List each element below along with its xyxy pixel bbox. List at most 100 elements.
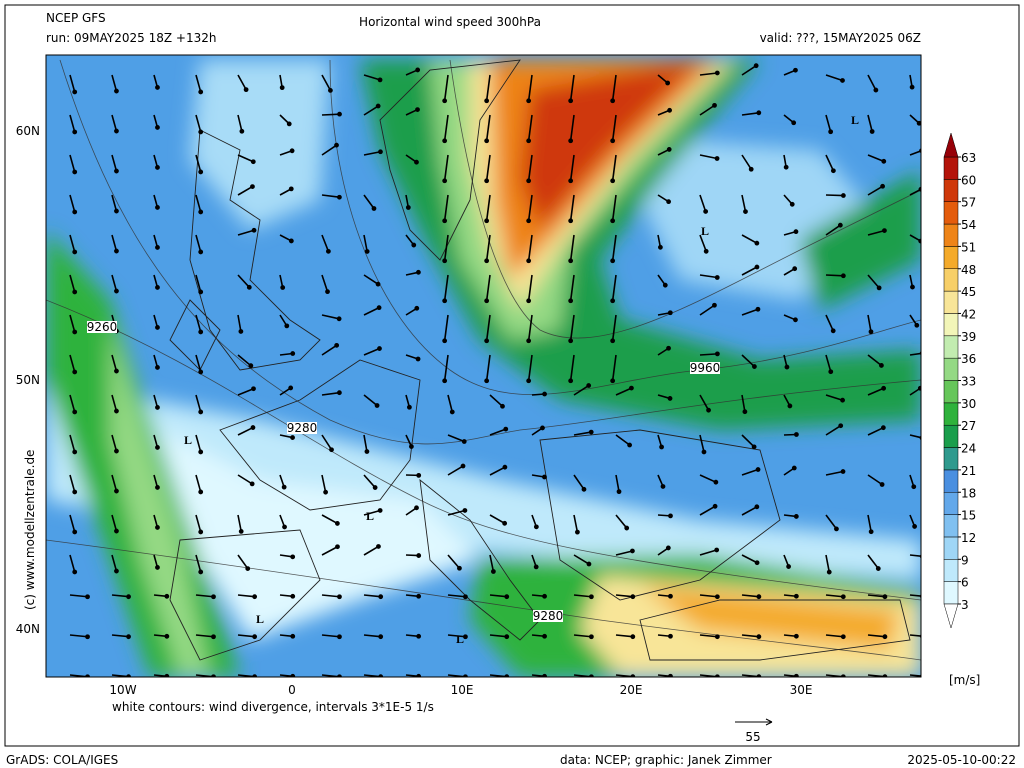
arrow-head [337, 194, 342, 200]
arrow-head [665, 545, 671, 551]
wind-arrow [867, 354, 882, 367]
wind-arrow [825, 634, 844, 638]
arrow-head [155, 405, 160, 410]
wind-arrow [527, 194, 533, 221]
wind-arrow [825, 554, 831, 573]
arrow-head [198, 369, 204, 375]
arrow-head [756, 594, 762, 600]
lon-label: 30E [790, 683, 813, 697]
arrow-head [405, 205, 411, 210]
arrow-head [917, 385, 921, 391]
arrow-head [756, 634, 762, 640]
arrow-head [754, 560, 760, 566]
wind-arrow [447, 509, 466, 516]
arrow-head [830, 168, 836, 174]
colorbar-unit: [m/s] [949, 673, 980, 687]
wind-arrow [237, 354, 252, 367]
arrow-head [198, 89, 204, 95]
wind-arrow [741, 65, 757, 76]
timestamp: 2025-05-10-00:22 [907, 753, 1016, 767]
arrow-head [249, 481, 255, 487]
wind-arrow [615, 434, 631, 446]
wind-arrow [111, 354, 118, 372]
wind-arrow [573, 554, 590, 565]
arrow-head [667, 310, 673, 316]
arrow-head [155, 205, 160, 210]
arrow-head [706, 407, 711, 413]
arrow-head [793, 67, 798, 73]
wind-arrow [825, 154, 835, 172]
wind-arrow [69, 354, 76, 373]
low-label: L [256, 612, 264, 626]
wind-arrow [573, 514, 579, 533]
wind-arrow [611, 354, 617, 381]
arrow-head [714, 70, 720, 76]
wind-arrow [237, 114, 243, 132]
arrow-head [789, 201, 795, 207]
arrow-head [289, 148, 295, 154]
arrow-head [72, 449, 78, 455]
arrow-head [252, 634, 258, 640]
wind-arrow [237, 154, 254, 163]
arrow-head [155, 565, 160, 570]
arrow-head [442, 378, 448, 384]
arrow-head [325, 248, 331, 254]
wind-arrow [867, 634, 886, 638]
colorbar-label: 21 [961, 464, 976, 478]
arrow-head [830, 328, 836, 334]
arrow-head [568, 138, 574, 144]
arrow-head [826, 569, 832, 575]
wind-arrow [825, 674, 844, 677]
arrow-head [667, 107, 673, 113]
contour-label-box [287, 422, 317, 434]
arrow-head [668, 593, 673, 599]
colorbar-segment [943, 201, 959, 225]
wind-arrow [363, 394, 378, 407]
colorbar-high-end [943, 132, 959, 158]
arrow-head [568, 298, 574, 304]
low-label: L [701, 224, 709, 238]
copyright: (c) www.modellzentrale.de [23, 450, 37, 610]
wind-arrow [363, 634, 381, 638]
map [46, 55, 921, 677]
arrow-head [415, 107, 420, 112]
wind-arrow [611, 74, 617, 101]
arrow-head [840, 634, 846, 640]
wind-arrow [111, 474, 118, 492]
wind-arrow [237, 74, 247, 91]
wind-arrow [867, 185, 884, 196]
wind-arrow [111, 194, 118, 212]
arrow-head [290, 633, 296, 639]
arrow-head [787, 403, 793, 409]
wind-arrow [489, 394, 504, 407]
wind-arrow [447, 434, 465, 443]
arrow-head [290, 351, 296, 356]
wind-arrow [741, 394, 746, 412]
wind-arrow [363, 74, 381, 81]
colorbar-label: 60 [961, 173, 976, 187]
wind-arrow [111, 434, 118, 452]
wind-arrow [489, 554, 495, 572]
wind-arrow [363, 509, 381, 516]
arrow-head [334, 342, 340, 348]
arrow-head [251, 227, 257, 233]
arrow-head [155, 485, 160, 490]
colorbar-label: 6 [961, 576, 969, 590]
arrow-head [198, 409, 204, 415]
wind-arrow [485, 234, 491, 261]
wind-arrow [443, 114, 449, 141]
arrow-head [869, 129, 875, 134]
arrow-head [329, 447, 334, 453]
arrow-head [414, 159, 419, 165]
wind-arrow [741, 594, 759, 598]
arrow-head [377, 346, 382, 351]
colorbar-label: 48 [961, 263, 976, 277]
arrow-head [504, 634, 510, 640]
arrow-head [834, 526, 839, 532]
wind-arrow [321, 514, 338, 525]
wind-arrow [569, 154, 575, 181]
colorbar-label: 51 [961, 240, 976, 254]
arrow-head [588, 594, 594, 600]
wind-arrow [447, 554, 461, 569]
arrow-head [568, 338, 574, 344]
